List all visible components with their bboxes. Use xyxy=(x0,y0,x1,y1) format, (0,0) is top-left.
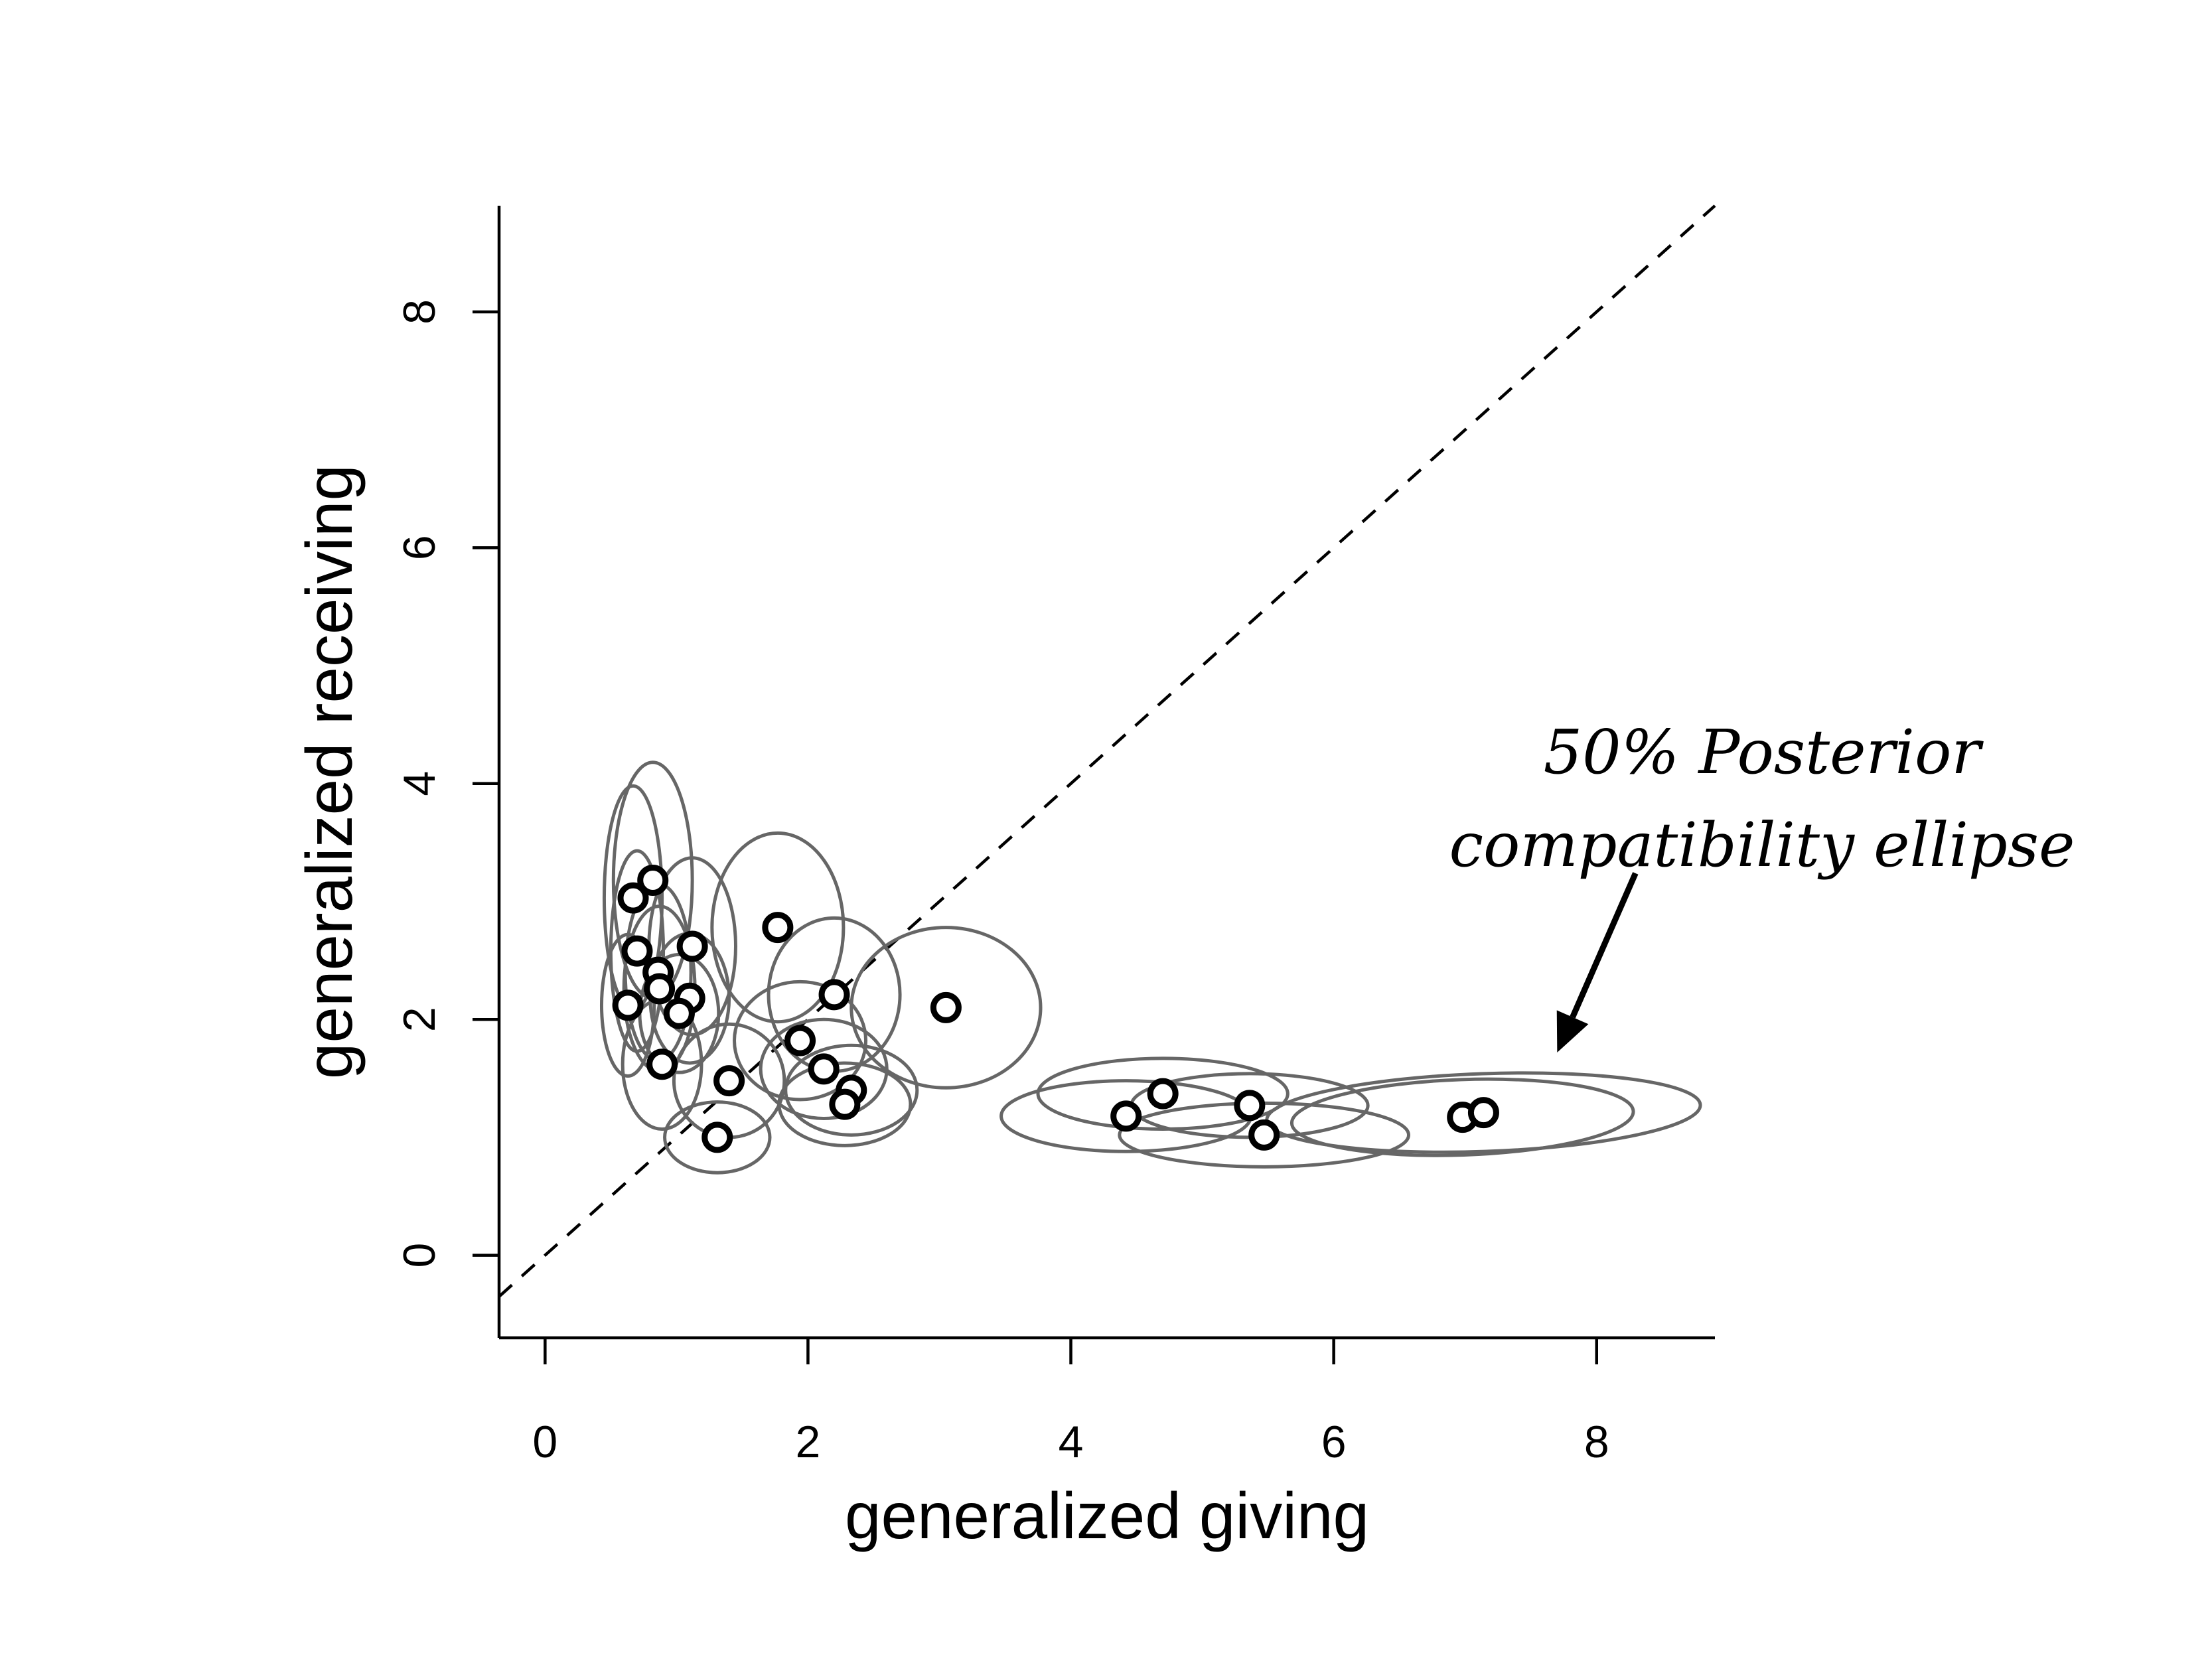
posterior-ellipse xyxy=(1036,1056,1290,1131)
annotation-line-1: 50% Posterior xyxy=(1544,717,1984,788)
posterior-ellipse xyxy=(599,932,656,1078)
posterior-ellipse xyxy=(1290,1077,1635,1157)
y-tick-label: 2 xyxy=(394,1007,445,1032)
posterior-ellipse xyxy=(733,979,868,1102)
annotation-arrow-head xyxy=(1556,1010,1589,1052)
x-axis-ticks: 0 2 4 6 8 xyxy=(532,1338,1609,1467)
x-tick-label: 2 xyxy=(796,1417,821,1467)
x-tick-label: 6 xyxy=(1321,1417,1347,1467)
data-point xyxy=(663,997,695,1029)
data-point xyxy=(617,882,649,914)
posterior-ellipse xyxy=(663,1100,772,1175)
data-point xyxy=(808,1053,840,1085)
data-point xyxy=(637,864,669,896)
y-tick-label: 4 xyxy=(394,771,445,796)
x-tick-label: 0 xyxy=(532,1417,557,1467)
posterior-ellipse xyxy=(849,926,1043,1090)
y-axis-label: generalized receiving xyxy=(293,465,366,1079)
annotation-line-2: compatibility ellipse xyxy=(1449,810,2075,881)
x-axis-label: generalized giving xyxy=(845,1479,1369,1552)
data-point xyxy=(713,1065,745,1097)
annotation-arrow xyxy=(1556,872,1639,1052)
data-point xyxy=(612,989,644,1021)
data-point xyxy=(784,1025,816,1056)
data-point xyxy=(1110,1100,1142,1132)
x-tick-label: 4 xyxy=(1059,1417,1084,1467)
data-point xyxy=(644,973,676,1005)
data-point xyxy=(762,912,794,944)
y-axis-ticks: 0 2 4 6 8 xyxy=(394,299,499,1268)
reference-diagonal xyxy=(498,204,1716,1298)
y-tick-label: 8 xyxy=(394,299,445,325)
data-point xyxy=(1248,1119,1280,1151)
data-point xyxy=(1234,1090,1266,1121)
data-point xyxy=(676,930,708,962)
data-point xyxy=(1147,1078,1179,1110)
posterior-ellipse xyxy=(784,1043,919,1137)
annotation-arrow-shaft xyxy=(1570,872,1639,1019)
data-point xyxy=(646,1048,678,1080)
data-point xyxy=(829,1088,861,1120)
y-tick-label: 6 xyxy=(394,535,445,560)
data-point xyxy=(701,1121,733,1153)
data-point xyxy=(818,979,850,1011)
posterior-ellipse xyxy=(710,831,846,1024)
data-point xyxy=(930,991,962,1023)
data-point xyxy=(621,935,653,967)
points-layer xyxy=(612,864,1499,1153)
y-tick-label: 0 xyxy=(394,1243,445,1268)
x-tick-label: 8 xyxy=(1584,1417,1609,1467)
data-point xyxy=(1467,1097,1499,1129)
